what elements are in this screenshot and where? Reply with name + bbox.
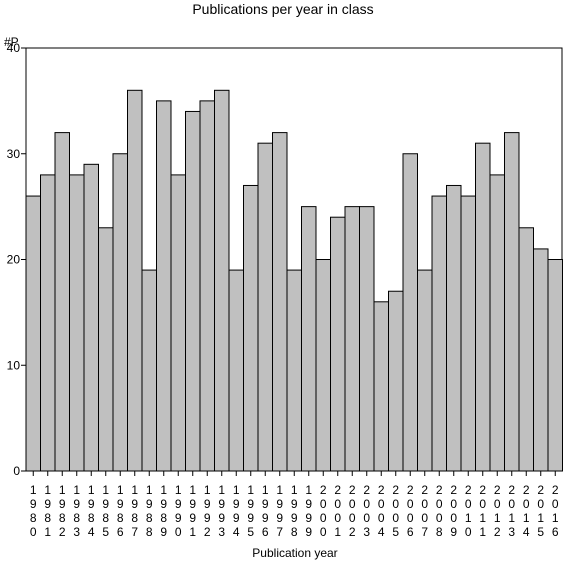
x-axis-label: Publication year	[252, 546, 337, 560]
bar-1984	[83, 163, 99, 472]
bar-1997	[272, 132, 288, 472]
bar-2003	[359, 206, 375, 472]
bar-1986	[112, 153, 128, 472]
bar-2007	[417, 269, 433, 472]
bar-2005	[388, 290, 404, 472]
x-axis: 1 9 8 0 1 9 8 1 1 9 8 2 1 9 8 3 1 9 8 4 1 9 8 5 1 9 8 6 1 9 8 7 1 9 8 8 1 9 8 9…	[30, 471, 559, 539]
bar-1987	[127, 89, 143, 472]
bar-1988	[141, 269, 157, 472]
bar-2014	[518, 227, 534, 472]
bars	[25, 89, 563, 472]
bar-1983	[69, 174, 85, 472]
y-tick-label: 10	[7, 358, 21, 372]
bar-1981	[40, 174, 56, 472]
bar-2013	[504, 132, 520, 472]
bar-2010	[460, 195, 476, 472]
y-tick-label: 20	[7, 253, 21, 267]
y-axis: 0 10 20 30 40	[7, 41, 26, 478]
bar-2016	[547, 259, 563, 472]
bar-2001	[330, 216, 346, 472]
bar-2012	[489, 174, 505, 472]
bar-1989	[156, 100, 172, 472]
bar-1992	[199, 100, 215, 472]
bar-2004	[373, 301, 389, 472]
bar-2008	[431, 195, 447, 472]
bar-2009	[446, 184, 462, 472]
bar-1980	[25, 195, 41, 472]
y-tick-label: 30	[7, 147, 21, 161]
bar-2011	[475, 142, 491, 472]
bar-1995	[243, 184, 259, 472]
bar-1994	[228, 269, 244, 472]
bar-1982	[54, 132, 70, 472]
bar-2015	[533, 248, 549, 472]
bar-2000	[315, 259, 331, 472]
bar-1990	[170, 174, 186, 472]
bar-1999	[301, 206, 317, 472]
bar-1998	[286, 269, 302, 472]
chart-title: Publications per year in class	[192, 1, 373, 17]
bar-2006	[402, 153, 418, 472]
bar-1985	[98, 227, 114, 472]
bar-2002	[344, 206, 360, 472]
bar-1996	[257, 142, 273, 472]
y-tick-label: 40	[7, 41, 21, 55]
y-axis-label: #P	[4, 35, 19, 49]
bar-1993	[214, 89, 230, 472]
y-tick-label: 0	[13, 464, 20, 478]
bar-1991	[185, 110, 201, 472]
